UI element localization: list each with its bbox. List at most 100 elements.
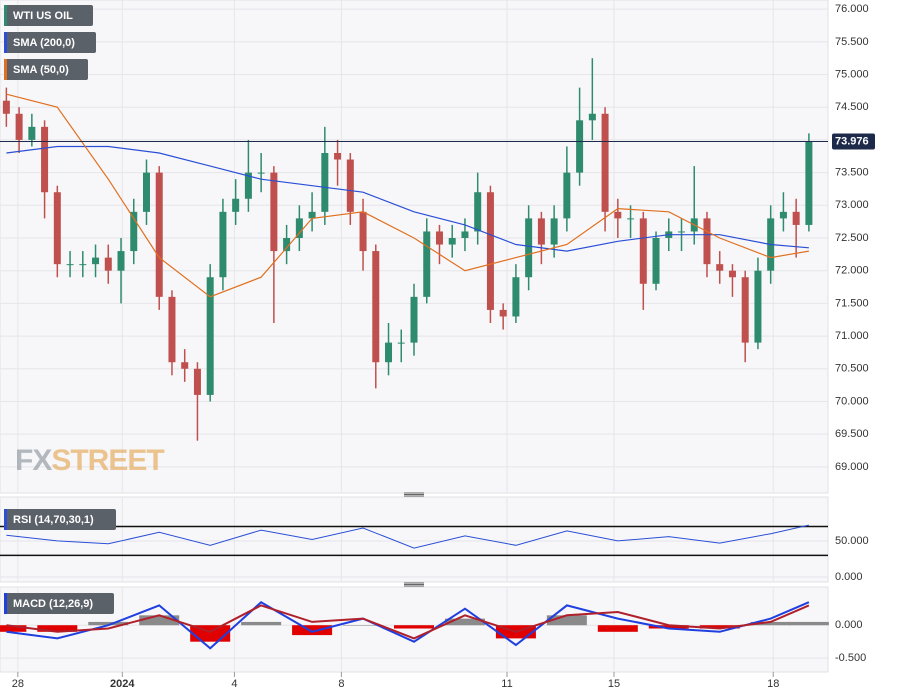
histogram-bar [444, 618, 485, 626]
candle-body [181, 362, 189, 369]
candle-body [576, 120, 584, 173]
y-tick-label: 73.000 [835, 199, 869, 211]
candle-body [499, 309, 507, 317]
legend-swatch [4, 59, 7, 80]
logo-suffix: STREET [51, 444, 164, 477]
candle-body [461, 231, 469, 238]
candle-body [397, 342, 405, 344]
sma-line [6, 145, 809, 252]
histogram-bar [139, 615, 180, 626]
histogram-bar [292, 625, 333, 636]
histogram-bar [648, 625, 689, 629]
histogram-bar [597, 625, 638, 632]
histogram-bar [88, 621, 129, 626]
candle-body [703, 218, 711, 265]
candle-body [244, 172, 252, 199]
candle-body [474, 192, 482, 232]
y-tick-label: 72.500 [835, 232, 869, 244]
candle-body [41, 126, 49, 193]
candle-body [627, 218, 635, 220]
candle-body [652, 238, 660, 284]
candle-body [385, 342, 393, 363]
candle-body [614, 211, 622, 219]
legend-swatch [4, 5, 7, 26]
histogram-bar [343, 625, 384, 626]
candle-body [79, 264, 87, 266]
x-tick-label: 2024 [110, 678, 135, 690]
candle-body [193, 368, 201, 395]
y-tick-label: 71.000 [835, 330, 869, 342]
y-tick-label: 0.000 [835, 619, 863, 631]
y-tick-label: 74.500 [835, 101, 869, 113]
y-tick-label: 69.500 [835, 428, 869, 440]
y-tick-label: 75.000 [835, 68, 869, 80]
candle-body [779, 211, 787, 219]
histogram-bar [750, 621, 791, 626]
last-price-box [832, 133, 875, 150]
candle-body [728, 270, 736, 278]
y-tick-label: 71.500 [835, 297, 869, 309]
y-tick-label: 0.000 [835, 571, 863, 583]
candle-body [142, 172, 150, 212]
y-tick-label: 73.500 [835, 167, 869, 179]
legend-swatch [4, 509, 7, 530]
candle-body [678, 231, 686, 233]
y-tick-label: 70.500 [835, 363, 869, 375]
candle-body [53, 192, 61, 265]
candle-body [117, 251, 125, 271]
x-tick-label: 15 [608, 678, 620, 690]
plot-area [0, 0, 829, 494]
candle-body [716, 264, 724, 271]
histogram-bar [546, 615, 587, 626]
candle-body [270, 172, 278, 252]
candle-body [104, 257, 112, 271]
sma-line [6, 93, 810, 298]
y-tick-label: 70.000 [835, 395, 869, 407]
histogram-bar [0, 625, 27, 632]
candle-body [537, 218, 545, 245]
legend-label: SMA (50,0) [13, 64, 69, 76]
candle-body [295, 218, 303, 238]
candle-body [206, 277, 214, 395]
legend-label: RSI (14,70,30,1) [13, 514, 94, 526]
candle-body [486, 192, 494, 310]
last-price-label: 73.976 [835, 135, 869, 147]
candle-body [15, 113, 23, 140]
candle-body [639, 218, 647, 284]
candle-body [130, 211, 138, 252]
candle-body [601, 113, 609, 212]
y-tick-label: 69.000 [835, 461, 869, 473]
candle-body [563, 172, 571, 219]
y-tick-label: 72.000 [835, 265, 869, 277]
candle-body [372, 251, 380, 363]
candle-body [66, 264, 74, 266]
x-tick-label: 11 [501, 678, 512, 690]
candle-body [321, 153, 329, 212]
logo: FXSTREET [15, 444, 164, 477]
legend-label: MACD (12,26,9) [13, 598, 93, 610]
candle-body [805, 141, 813, 225]
legend-box [4, 32, 96, 53]
histogram-bar [37, 625, 78, 632]
y-tick-label: 76.000 [835, 3, 869, 15]
x-tick-label: 4 [231, 678, 237, 690]
legend-label: SMA (200,0) [13, 37, 75, 49]
candle-body [219, 211, 227, 278]
legend-label: WTI US OIL [13, 10, 73, 22]
legend-box [4, 59, 88, 80]
candle-body [792, 211, 800, 225]
candle-body [359, 211, 367, 252]
candle-body [410, 296, 418, 343]
histogram-bar [394, 625, 434, 629]
candle-body [435, 231, 443, 245]
candle-body [308, 211, 316, 219]
histogram-bar [241, 621, 282, 626]
histogram-bar [788, 621, 829, 626]
candle-body [155, 172, 163, 297]
candle-body [741, 277, 749, 343]
x-tick-label: 18 [767, 678, 779, 690]
candle-body [168, 296, 176, 363]
y-tick-label: -0.500 [835, 652, 866, 664]
y-tick-label: 50.000 [835, 535, 869, 547]
